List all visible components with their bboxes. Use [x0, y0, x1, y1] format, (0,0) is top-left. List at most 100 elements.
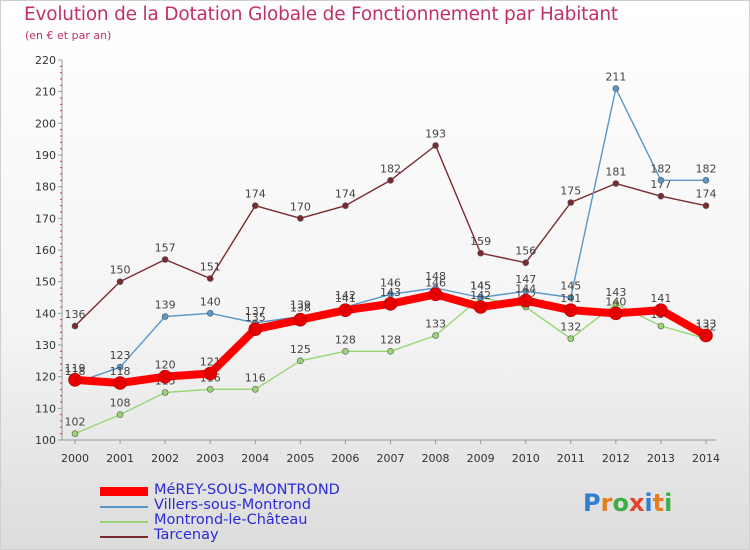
data-point — [612, 85, 620, 92]
y-tick-label: 130 — [35, 339, 56, 352]
data-point — [563, 303, 578, 317]
data-label: 119 — [65, 362, 86, 375]
data-point — [248, 322, 263, 336]
data-label: 116 — [245, 371, 266, 384]
data-label: 148 — [425, 270, 446, 283]
data-label: 140 — [605, 295, 626, 308]
data-label: 139 — [155, 299, 176, 312]
x-tick-label: 2007 — [377, 452, 405, 465]
data-point — [702, 202, 710, 209]
data-point — [567, 294, 575, 301]
data-label: 175 — [560, 185, 581, 198]
data-label: 193 — [425, 128, 446, 141]
data-label: 182 — [696, 162, 717, 175]
data-label: 120 — [155, 359, 176, 372]
data-label: 147 — [515, 273, 536, 286]
x-tick-label: 2004 — [241, 452, 269, 465]
y-tick-label: 210 — [35, 86, 56, 99]
data-point — [297, 215, 304, 222]
proxiti-logo: Proxiti — [583, 489, 673, 517]
data-point — [342, 202, 349, 209]
data-label: 141 — [335, 292, 356, 305]
data-label: 118 — [65, 365, 86, 378]
data-point — [116, 363, 124, 371]
data-point — [206, 386, 214, 393]
data-label: 108 — [110, 397, 131, 410]
data-point — [657, 177, 665, 184]
data-point — [518, 293, 533, 308]
legend-item: MéREY-SOUS-MONTROND — [100, 482, 400, 499]
data-label: 145 — [560, 280, 581, 293]
legend: MéREY-SOUS-MONTROND Villers-sous-Montrond… — [100, 482, 400, 544]
data-label: 174 — [696, 188, 717, 201]
data-point — [567, 335, 575, 342]
x-tick-label: 2013 — [647, 452, 675, 465]
data-label: 102 — [65, 416, 86, 429]
y-tick-label: 100 — [35, 434, 56, 447]
data-point — [71, 430, 79, 437]
data-point — [203, 366, 218, 381]
data-point — [116, 278, 124, 285]
y-tick-label: 190 — [35, 149, 56, 162]
data-label: 142 — [335, 289, 356, 302]
data-point — [699, 328, 713, 343]
y-tick-label: 110 — [35, 402, 56, 415]
data-label: 139 — [290, 299, 311, 312]
x-tick-label: 2000 — [61, 452, 89, 465]
legend-label: Tarcenay — [154, 527, 219, 543]
data-point — [342, 348, 349, 355]
legend-swatch — [100, 487, 148, 496]
x-tick-label: 2001 — [106, 452, 134, 465]
x-tick-label: 2011 — [557, 452, 585, 465]
legend-swatch — [100, 521, 148, 523]
x-tick-label: 2006 — [331, 452, 359, 465]
data-point — [432, 142, 439, 149]
data-label: 141 — [560, 292, 581, 305]
data-label: 151 — [200, 261, 221, 274]
data-point — [338, 303, 353, 317]
data-label: 211 — [605, 71, 626, 84]
legend-swatch — [100, 506, 148, 508]
data-point — [654, 303, 668, 317]
data-label: 146 — [425, 276, 446, 289]
data-label: 136 — [65, 308, 86, 321]
data-label: 157 — [155, 242, 176, 255]
data-point — [251, 386, 259, 393]
chart-title: Evolution de la Dotation Globale de Fonc… — [24, 4, 618, 25]
y-tick-label: 180 — [35, 181, 56, 194]
data-label: 182 — [650, 162, 671, 175]
data-point — [383, 297, 398, 311]
data-label: 142 — [470, 289, 491, 302]
y-tick-label: 170 — [35, 212, 56, 225]
data-label: 146 — [380, 276, 401, 289]
data-point — [387, 177, 394, 184]
data-label: 133 — [696, 318, 717, 331]
data-label: 174 — [335, 188, 356, 201]
legend-label: MéREY-SOUS-MONTROND — [154, 482, 340, 498]
y-tick-label: 120 — [35, 371, 56, 384]
x-tick-label: 2012 — [602, 452, 630, 465]
data-point — [161, 313, 169, 320]
data-label: 123 — [110, 349, 131, 362]
data-label: 118 — [110, 365, 131, 378]
data-point — [113, 376, 127, 390]
legend-label: Villers-sous-Montrond — [154, 497, 311, 513]
data-point — [702, 177, 710, 184]
data-label: 170 — [290, 200, 311, 213]
legend-item: Tarcenay — [100, 527, 400, 544]
data-label: 144 — [515, 283, 536, 296]
x-tick-label: 2005 — [286, 452, 314, 465]
data-label: 128 — [335, 333, 356, 346]
data-point — [473, 300, 488, 314]
data-point — [567, 199, 575, 206]
data-label: 150 — [110, 264, 131, 277]
legend-swatch — [100, 536, 148, 538]
data-label: 177 — [650, 178, 671, 191]
data-label: 137 — [245, 305, 266, 318]
data-point — [428, 287, 443, 302]
chart-subtitle: (en € et par an) — [25, 29, 112, 42]
data-point — [251, 202, 259, 209]
data-label: 145 — [470, 280, 491, 293]
